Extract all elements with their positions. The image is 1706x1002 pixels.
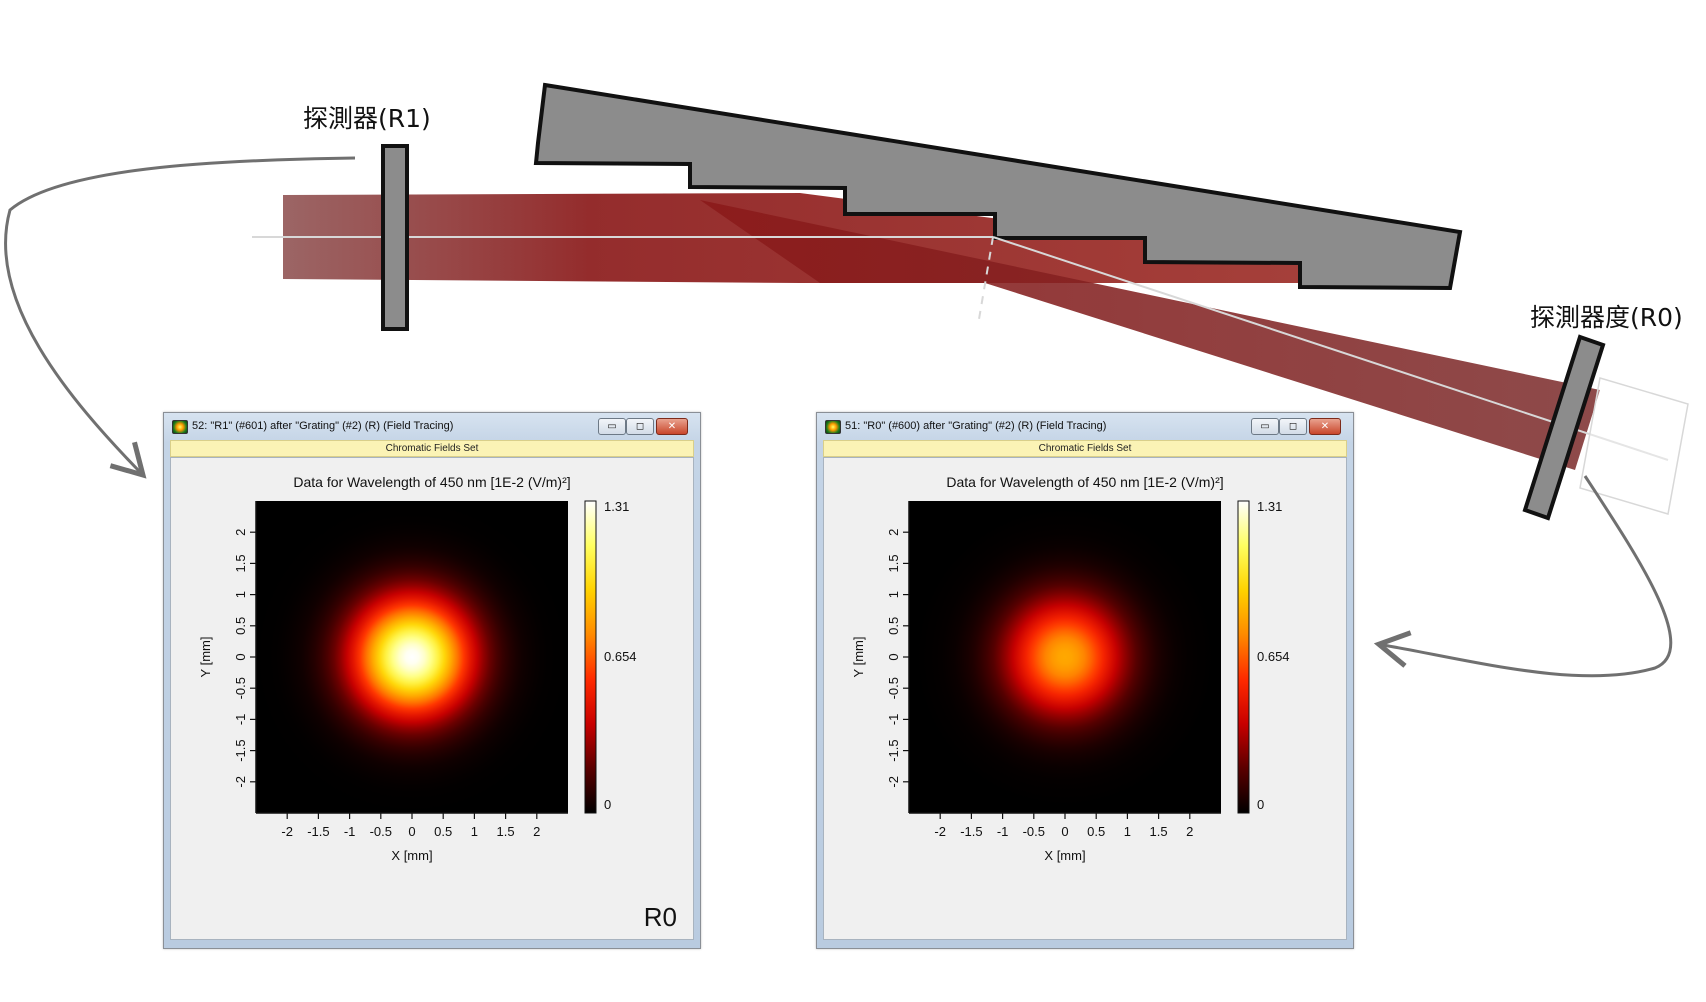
colorbar (1237, 500, 1250, 814)
x-tick-label: 0.5 (1087, 824, 1105, 839)
y-tick-label: -2 (233, 776, 248, 788)
detector-r0-plate[interactable] (1522, 334, 1606, 521)
field-tracing-window-r0[interactable]: 51: "R0" (#600) after "Grating" (#2) (R)… (816, 412, 1354, 949)
arrow-r0-to-plot (1373, 475, 1673, 678)
y-tick-label: -2 (886, 776, 901, 788)
x-tick-label: 1.5 (497, 824, 515, 839)
chromatic-fields-tab[interactable]: Chromatic Fields Set (823, 440, 1347, 457)
window-title: 51: "R0" (#600) after "Grating" (#2) (R)… (845, 420, 1107, 432)
colorbar-tick-label: 0 (1257, 797, 1264, 812)
app-icon (825, 420, 841, 434)
x-tick-label: -1.5 (960, 824, 982, 839)
plot-title: Data for Wavelength of 450 nm [1E-2 (V/m… (946, 474, 1224, 490)
window-titlebar[interactable]: 51: "R0" (#600) after "Grating" (#2) (R)… (817, 413, 1353, 441)
grating-prism[interactable] (533, 82, 1463, 291)
y-tick-label: -1.5 (886, 739, 901, 761)
y-tick-label: 0.5 (886, 617, 901, 635)
y-tick-label: 1 (233, 591, 248, 598)
x-tick-label: -0.5 (1023, 824, 1045, 839)
maximize-button[interactable]: ◻ (626, 418, 654, 435)
app-icon (172, 420, 188, 434)
x-tick-label: 1.5 (1150, 824, 1168, 839)
x-tick-label: 0 (408, 824, 415, 839)
y-tick-label: 0 (886, 653, 901, 660)
x-tick-label: 0 (1061, 824, 1068, 839)
x-tick-label: -1.5 (307, 824, 329, 839)
y-tick-label: 2 (886, 529, 901, 536)
x-tick-label: -2 (281, 824, 293, 839)
colorbar-tick-label: 1.31 (1257, 499, 1282, 514)
y-tick-label: -1 (233, 714, 248, 726)
x-tick-label: -0.5 (370, 824, 392, 839)
plot-title: Data for Wavelength of 450 nm [1E-2 (V/m… (293, 474, 571, 490)
x-axis-label: X [mm] (391, 848, 432, 863)
x-tick-label: 2 (533, 824, 540, 839)
y-tick-label: 1.5 (233, 554, 248, 572)
arrow-r1-to-plot (4, 156, 356, 479)
corner-label: R0 (643, 902, 677, 932)
plot-panel: Data for Wavelength of 450 nm [1E-2 (V/m… (823, 457, 1347, 940)
x-tick-label: 0.5 (434, 824, 452, 839)
detector-r0-label: 探測器度(R0) (1530, 303, 1683, 332)
y-tick-label: -1 (886, 714, 901, 726)
y-axis-label: Y [mm] (851, 637, 866, 678)
close-button[interactable]: ✕ (656, 418, 688, 435)
y-tick-label: 1 (886, 591, 901, 598)
colorbar-tick-label: 0.654 (604, 649, 637, 664)
close-button[interactable]: ✕ (1309, 418, 1341, 435)
y-tick-label: -0.5 (233, 677, 248, 699)
r0-outline-box (1579, 377, 1689, 515)
minimize-button[interactable]: ▭ (1251, 418, 1279, 435)
x-axis-label: X [mm] (1044, 848, 1085, 863)
x-tick-label: 1 (1124, 824, 1131, 839)
x-tick-label: 2 (1186, 824, 1193, 839)
minimize-button[interactable]: ▭ (598, 418, 626, 435)
y-tick-label: 2 (233, 529, 248, 536)
y-axis-label: Y [mm] (198, 637, 213, 678)
heatmap-plot[interactable]: -2 -1.5 -1 -0.5 0 0.5 1 1.5 2 -2 -1.5 -1 -0.5 0 0.5 1 1.… (824, 458, 1348, 943)
heatmap-plot[interactable]: -2 -1.5 -1 -0.5 0 0.5 1 1.5 2 -2 -1.5 -1 -0.5 0 0.5 1 1.… (171, 458, 695, 943)
detector-r1-plate[interactable] (381, 144, 409, 331)
heatmap-intensity (909, 501, 1221, 813)
window-titlebar[interactable]: 52: "R1" (#601) after "Grating" (#2) (R)… (164, 413, 700, 441)
heatmap-intensity (256, 501, 568, 813)
y-tick-label: 0.5 (233, 617, 248, 635)
x-tick-label: -2 (934, 824, 946, 839)
detector-r1-label: 探測器(R1) (303, 104, 431, 133)
colorbar-tick-label: 0.654 (1257, 649, 1290, 664)
colorbar-tick-label: 1.31 (604, 499, 629, 514)
x-tick-label: 1 (471, 824, 478, 839)
y-tick-label: -1.5 (233, 739, 248, 761)
colorbar (584, 500, 597, 814)
field-tracing-window-r1[interactable]: 52: "R1" (#601) after "Grating" (#2) (R)… (163, 412, 701, 949)
reflected-beam (700, 200, 1600, 470)
colorbar-tick-label: 0 (604, 797, 611, 812)
maximize-button[interactable]: ◻ (1279, 418, 1307, 435)
x-tick-label: -1 (997, 824, 1009, 839)
chromatic-fields-tab[interactable]: Chromatic Fields Set (170, 440, 694, 457)
plot-panel: Data for Wavelength of 450 nm [1E-2 (V/m… (170, 457, 694, 940)
y-tick-label: 0 (233, 653, 248, 660)
x-tick-label: -1 (344, 824, 356, 839)
window-title: 52: "R1" (#601) after "Grating" (#2) (R)… (192, 420, 454, 432)
y-tick-label: -0.5 (886, 677, 901, 699)
y-tick-label: 1.5 (886, 554, 901, 572)
